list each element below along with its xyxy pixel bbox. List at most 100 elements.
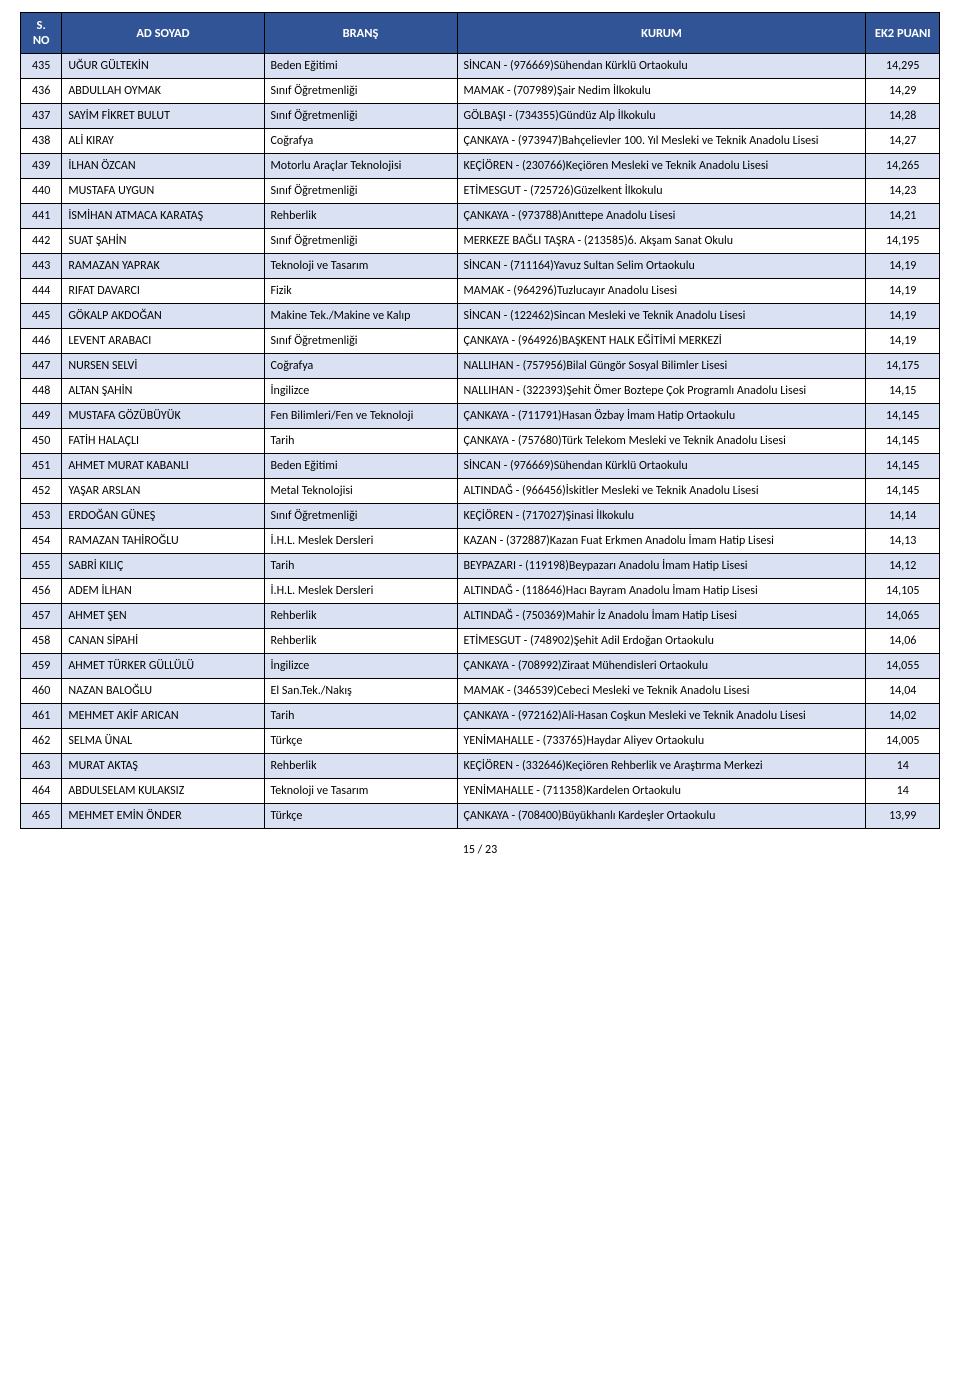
cell-name: ABDULSELAM KULAKSIZ xyxy=(62,779,264,804)
cell-branch: Makine Tek./Makine ve Kalıp xyxy=(264,304,457,329)
cell-name: SABRİ KILIÇ xyxy=(62,554,264,579)
cell-score: 14,175 xyxy=(866,354,940,379)
cell-no: 438 xyxy=(21,129,62,154)
cell-no: 437 xyxy=(21,104,62,129)
cell-branch: Coğrafya xyxy=(264,129,457,154)
cell-name: YAŞAR ARSLAN xyxy=(62,479,264,504)
cell-name: ADEM İLHAN xyxy=(62,579,264,604)
table-row: 462SELMA ÜNALTürkçeYENİMAHALLE - (733765… xyxy=(21,729,940,754)
cell-score: 14,195 xyxy=(866,229,940,254)
cell-name: ABDULLAH OYMAK xyxy=(62,79,264,104)
cell-inst: ALTINDAĞ - (118646)Hacı Bayram Anadolu İ… xyxy=(457,579,866,604)
cell-inst: ETİMESGUT - (725726)Güzelkent İlkokulu xyxy=(457,179,866,204)
cell-name: ALİ KIRAY xyxy=(62,129,264,154)
table-row: 455SABRİ KILIÇTarihBEYPAZARI - (119198)B… xyxy=(21,554,940,579)
cell-score: 14 xyxy=(866,754,940,779)
cell-inst: BEYPAZARI - (119198)Beypazarı Anadolu İm… xyxy=(457,554,866,579)
cell-score: 14,27 xyxy=(866,129,940,154)
cell-inst: ÇANKAYA - (708400)Büyükhanlı Kardeşler O… xyxy=(457,804,866,829)
cell-no: 441 xyxy=(21,204,62,229)
cell-score: 14,295 xyxy=(866,54,940,79)
table-row: 440MUSTAFA UYGUNSınıf ÖğretmenliğiETİMES… xyxy=(21,179,940,204)
cell-inst: ÇANKAYA - (973947)Bahçelievler 100. Yıl … xyxy=(457,129,866,154)
cell-no: 439 xyxy=(21,154,62,179)
cell-score: 14,21 xyxy=(866,204,940,229)
cell-name: MEHMET AKİF ARICAN xyxy=(62,704,264,729)
table-header: S. NO AD SOYAD BRANŞ KURUM EK2 PUANI xyxy=(21,13,940,54)
cell-no: 455 xyxy=(21,554,62,579)
cell-inst: NALLIHAN - (757956)Bilal Güngör Sosyal B… xyxy=(457,354,866,379)
cell-inst: MERKEZE BAĞLI TAŞRA - (213585)6. Akşam S… xyxy=(457,229,866,254)
cell-name: ALTAN ŞAHİN xyxy=(62,379,264,404)
cell-inst: ETİMESGUT - (748902)Şehit Adil Erdoğan O… xyxy=(457,629,866,654)
table-row: 436ABDULLAH OYMAKSınıf ÖğretmenliğiMAMAK… xyxy=(21,79,940,104)
cell-name: GÖKALP AKDOĞAN xyxy=(62,304,264,329)
table-row: 454RAMAZAN TAHİROĞLUİ.H.L. Meslek Dersle… xyxy=(21,529,940,554)
cell-score: 14,145 xyxy=(866,404,940,429)
table-row: 447NURSEN SELVİCoğrafyaNALLIHAN - (75795… xyxy=(21,354,940,379)
cell-inst: ÇANKAYA - (972162)Ali-Hasan Coşkun Mesle… xyxy=(457,704,866,729)
cell-branch: Beden Eğitimi xyxy=(264,54,457,79)
table-row: 448ALTAN ŞAHİNİngilizceNALLIHAN - (32239… xyxy=(21,379,940,404)
cell-no: 457 xyxy=(21,604,62,629)
cell-name: MUSTAFA UYGUN xyxy=(62,179,264,204)
cell-score: 14,055 xyxy=(866,654,940,679)
cell-no: 460 xyxy=(21,679,62,704)
cell-no: 449 xyxy=(21,404,62,429)
cell-inst: MAMAK - (707989)Şair Nedim İlkokulu xyxy=(457,79,866,104)
cell-no: 463 xyxy=(21,754,62,779)
table-row: 445GÖKALP AKDOĞANMakine Tek./Makine ve K… xyxy=(21,304,940,329)
cell-branch: Sınıf Öğretmenliği xyxy=(264,329,457,354)
cell-name: SELMA ÜNAL xyxy=(62,729,264,754)
cell-score: 14,28 xyxy=(866,104,940,129)
cell-inst: ÇANKAYA - (964926)BAŞKENT HALK EĞİTİMİ M… xyxy=(457,329,866,354)
cell-branch: Fizik xyxy=(264,279,457,304)
cell-score: 13,99 xyxy=(866,804,940,829)
cell-score: 14,29 xyxy=(866,79,940,104)
cell-name: MUSTAFA GÖZÜBÜYÜK xyxy=(62,404,264,429)
header-score: EK2 PUANI xyxy=(866,13,940,54)
table-row: 441İSMİHAN ATMACA KARATAŞRehberlikÇANKAY… xyxy=(21,204,940,229)
cell-no: 461 xyxy=(21,704,62,729)
cell-branch: İ.H.L. Meslek Dersleri xyxy=(264,579,457,604)
table-row: 439İLHAN ÖZCANMotorlu Araçlar Teknolojis… xyxy=(21,154,940,179)
cell-inst: ÇANKAYA - (973788)Anıttepe Anadolu Lises… xyxy=(457,204,866,229)
cell-branch: Beden Eğitimi xyxy=(264,454,457,479)
cell-name: İSMİHAN ATMACA KARATAŞ xyxy=(62,204,264,229)
cell-score: 14,13 xyxy=(866,529,940,554)
table-row: 451AHMET MURAT KABANLIBeden EğitimiSİNCA… xyxy=(21,454,940,479)
cell-branch: Rehberlik xyxy=(264,604,457,629)
cell-inst: ALTINDAĞ - (966456)İskitler Mesleki ve T… xyxy=(457,479,866,504)
cell-name: SAYİM FİKRET BULUT xyxy=(62,104,264,129)
header-no: S. NO xyxy=(21,13,62,54)
cell-inst: MAMAK - (346539)Cebeci Mesleki ve Teknik… xyxy=(457,679,866,704)
cell-branch: Teknoloji ve Tasarım xyxy=(264,254,457,279)
cell-branch: Sınıf Öğretmenliği xyxy=(264,179,457,204)
cell-branch: Motorlu Araçlar Teknolojisi xyxy=(264,154,457,179)
cell-score: 14,02 xyxy=(866,704,940,729)
cell-name: NAZAN BALOĞLU xyxy=(62,679,264,704)
cell-branch: Rehberlik xyxy=(264,204,457,229)
cell-inst: SİNCAN - (976669)Sühendan Kürklü Ortaoku… xyxy=(457,54,866,79)
cell-name: AHMET MURAT KABANLI xyxy=(62,454,264,479)
cell-branch: Türkçe xyxy=(264,804,457,829)
cell-score: 14,06 xyxy=(866,629,940,654)
table-row: 452YAŞAR ARSLANMetal TeknolojisiALTINDAĞ… xyxy=(21,479,940,504)
cell-no: 448 xyxy=(21,379,62,404)
table-row: 437SAYİM FİKRET BULUTSınıf ÖğretmenliğiG… xyxy=(21,104,940,129)
cell-name: NURSEN SELVİ xyxy=(62,354,264,379)
cell-name: CANAN SİPAHİ xyxy=(62,629,264,654)
table-row: 457AHMET ŞENRehberlikALTINDAĞ - (750369)… xyxy=(21,604,940,629)
cell-branch: Tarih xyxy=(264,554,457,579)
cell-score: 14,23 xyxy=(866,179,940,204)
table-row: 443RAMAZAN YAPRAKTeknoloji ve TasarımSİN… xyxy=(21,254,940,279)
cell-inst: KEÇİÖREN - (230766)Keçiören Mesleki ve T… xyxy=(457,154,866,179)
cell-name: RIFAT DAVARCI xyxy=(62,279,264,304)
cell-branch: Sınıf Öğretmenliği xyxy=(264,504,457,529)
cell-inst: SİNCAN - (711164)Yavuz Sultan Selim Orta… xyxy=(457,254,866,279)
cell-name: FATİH HALAÇLI xyxy=(62,429,264,454)
cell-branch: Rehberlik xyxy=(264,754,457,779)
cell-no: 462 xyxy=(21,729,62,754)
cell-score: 14,12 xyxy=(866,554,940,579)
cell-name: İLHAN ÖZCAN xyxy=(62,154,264,179)
